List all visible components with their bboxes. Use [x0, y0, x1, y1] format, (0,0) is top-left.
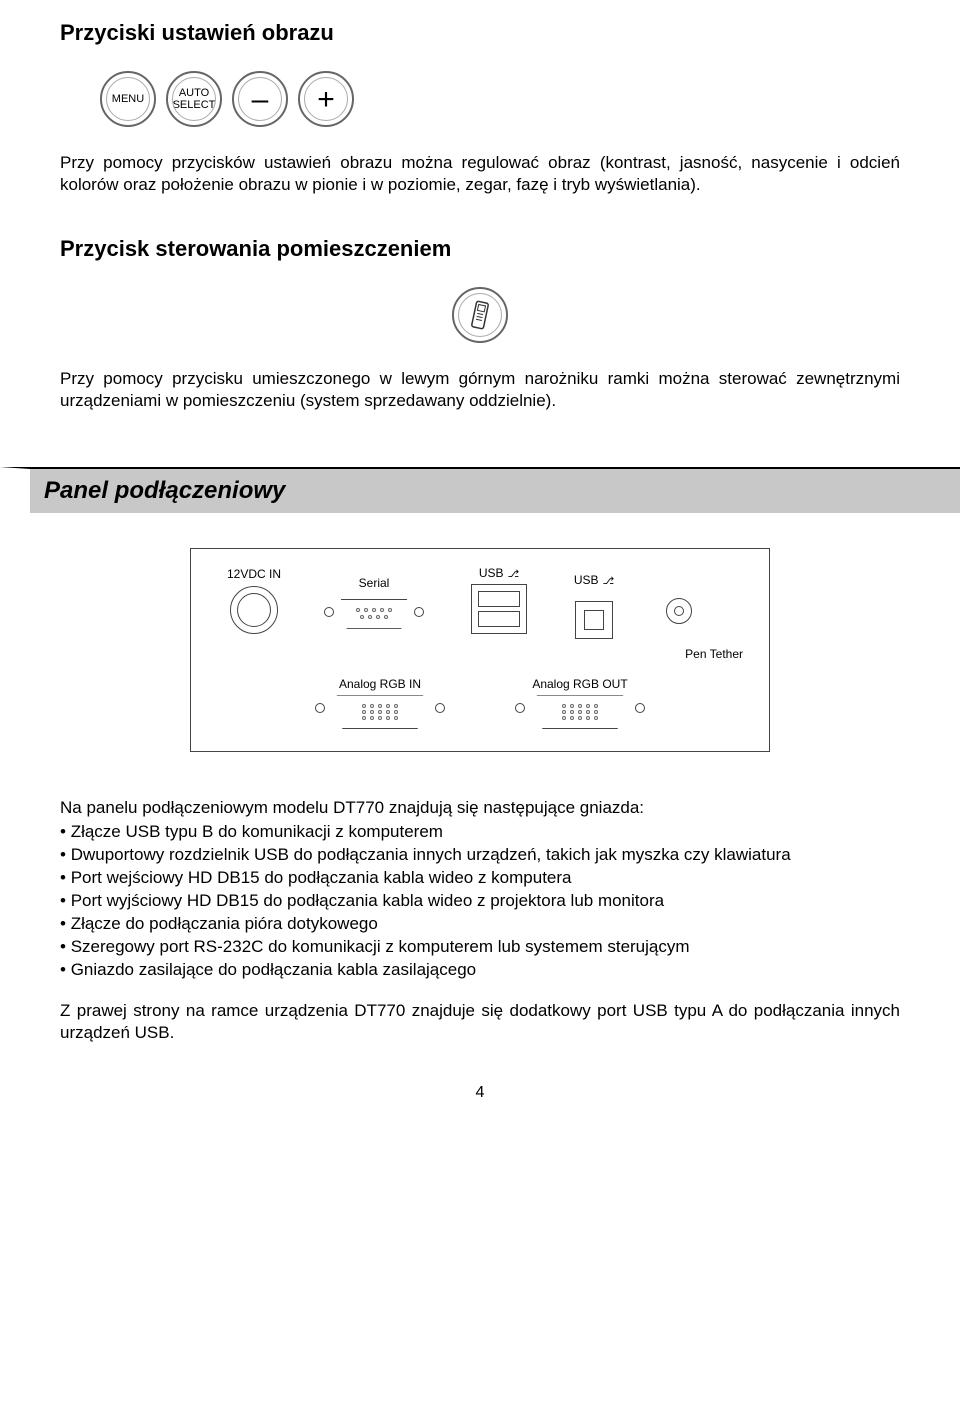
serial-port-icon [324, 595, 424, 637]
panel-section-title-bar: Panel podłączeniowy [0, 467, 960, 513]
page-number: 4 [60, 1084, 900, 1102]
panel-outro: Z prawej strony na ramce urządzenia DT77… [60, 1000, 900, 1044]
image-settings-buttons: MENU AUTO SELECT – + [60, 71, 900, 127]
bullet-item: Gniazdo zasilające do podłączania kabla … [60, 959, 900, 982]
auto-select-button-icon: AUTO SELECT [166, 71, 222, 127]
power-label: 12VDC IN [227, 567, 281, 581]
bullet-item: Port wyjściowy HD DB15 do podłączania ka… [60, 890, 900, 913]
connector-panel-diagram: 12VDC IN Serial USB⎇ USB⎇ Pen Tether [190, 548, 770, 752]
image-settings-paragraph: Przy pomocy przycisków ustawień obrazu m… [60, 152, 900, 196]
bullet-item: Złącze do podłączania pióra dotykowego [60, 913, 900, 936]
panel-bullets: Złącze USB typu B do komunikacji z kompu… [60, 821, 900, 982]
bullet-item: Dwuportowy rozdzielnik USB do podłączani… [60, 844, 900, 867]
image-settings-heading: Przyciski ustawień obrazu [60, 20, 900, 46]
rgb-in-port-icon [315, 693, 445, 729]
pen-tether-label: Pen Tether [685, 647, 743, 661]
rgb-out-label: Analog RGB OUT [532, 677, 627, 691]
minus-button-icon: – [232, 71, 288, 127]
usb-b-label: USB⎇ [574, 573, 614, 587]
bullet-item: Szeregowy port RS-232C do komunikacji z … [60, 936, 900, 959]
panel-intro: Na panelu podłączeniowym modelu DT770 zn… [60, 797, 900, 819]
power-din-port-icon [230, 586, 278, 634]
bullet-item: Port wejściowy HD DB15 do podłączania ka… [60, 867, 900, 890]
plus-button-icon: + [298, 71, 354, 127]
bullet-item: Złącze USB typu B do komunikacji z kompu… [60, 821, 900, 844]
pen-tether-jack-icon [666, 598, 692, 624]
panel-section-title: Panel podłączeniowy [44, 477, 285, 504]
rgb-in-label: Analog RGB IN [339, 677, 421, 691]
serial-label: Serial [359, 576, 390, 590]
menu-button-icon: MENU [100, 71, 156, 127]
usb-b-port-icon [575, 601, 613, 639]
usb-dual-port-icon [471, 584, 527, 634]
usb-hub-label: USB⎇ [479, 566, 519, 580]
rgb-out-port-icon [515, 693, 645, 729]
room-control-heading: Przycisk sterowania pomieszczeniem [60, 236, 900, 262]
room-control-paragraph: Przy pomocy przycisku umieszczonego w le… [60, 368, 900, 412]
remote-button-icon [452, 287, 508, 343]
